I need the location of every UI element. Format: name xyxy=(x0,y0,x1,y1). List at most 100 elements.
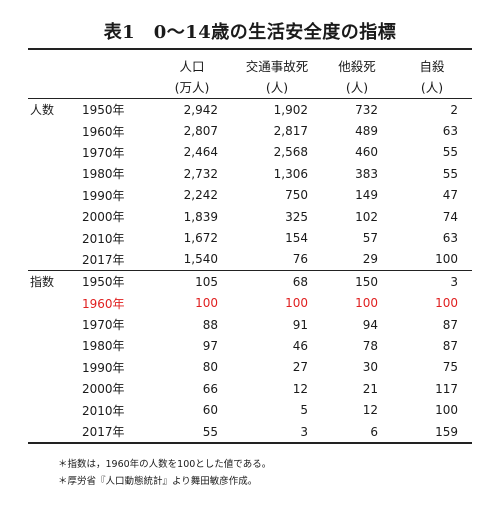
section-label xyxy=(28,120,72,141)
suicide-cell: 117 xyxy=(435,381,458,396)
table-row: 1980年 2,732 1,306 383 55 xyxy=(28,163,472,184)
section-label xyxy=(28,142,72,163)
traffic-deaths-cell: 3 xyxy=(232,420,322,445)
section-label xyxy=(28,249,72,271)
suicide-cell: 87 xyxy=(442,317,458,332)
homicide-deaths-cell: 102 xyxy=(355,209,378,224)
footnotes: ＊指数は，1960年の人数を100とした値である。 ＊厚労省『人口動態統計』より… xyxy=(58,456,271,490)
section-label xyxy=(28,227,72,248)
population-cell: 105 xyxy=(152,270,232,293)
homicide-deaths-cell: 732 xyxy=(355,102,378,117)
header-population-unit: (万人) xyxy=(152,76,232,99)
population-cell: 80 xyxy=(202,360,218,375)
homicide-deaths-cell: 489 xyxy=(355,124,378,139)
suicide-cell: 100 xyxy=(435,403,458,418)
traffic-deaths-cell: 46 xyxy=(292,338,308,353)
header-population: 人口 xyxy=(152,48,232,76)
header-suicide-unit: (人) xyxy=(392,76,472,99)
population-cell: 2,464 xyxy=(183,145,218,160)
population-cell: 1,672 xyxy=(183,231,218,246)
header-empty xyxy=(28,48,72,76)
homicide-deaths-cell: 149 xyxy=(355,188,378,203)
population-cell: 97 xyxy=(202,338,218,353)
section-label xyxy=(28,314,72,335)
year-cell: 1960年 xyxy=(82,296,125,311)
year-cell: 2010年 xyxy=(82,403,125,418)
homicide-deaths-cell: 94 xyxy=(362,317,378,332)
suicide-cell: 159 xyxy=(392,420,472,445)
section-label: 指数 xyxy=(28,270,72,293)
traffic-deaths-cell: 100 xyxy=(285,296,308,311)
table-row: 1970年 2,464 2,568 460 55 xyxy=(28,142,472,163)
table-row: 2017年 1,540 76 29 100 xyxy=(28,249,472,271)
homicide-deaths-cell: 30 xyxy=(362,360,378,375)
homicide-deaths-cell: 383 xyxy=(355,166,378,181)
count-block: 人数 1950年 2,942 1,902 732 2 1960年 2,807 2,817 489 6… xyxy=(28,99,472,271)
section-label xyxy=(28,206,72,227)
suicide-cell: 63 xyxy=(442,124,458,139)
traffic-deaths-cell: 76 xyxy=(292,252,308,267)
table-row: 1960年 100 100 100 100 xyxy=(28,293,472,314)
homicide-deaths-cell: 150 xyxy=(322,270,392,293)
table-row: 指数 1950年 105 68 150 3 xyxy=(28,270,472,293)
suicide-cell: 55 xyxy=(442,145,458,160)
section-label xyxy=(28,185,72,206)
table-row: 2010年 1,672 154 57 63 xyxy=(28,227,472,248)
traffic-deaths-cell: 27 xyxy=(292,360,308,375)
homicide-deaths-cell: 21 xyxy=(362,381,378,396)
homicide-deaths-cell: 100 xyxy=(355,296,378,311)
table-title: 表1 0〜14歳の生活安全度の指標 xyxy=(103,22,397,43)
table-row: 2000年 66 12 21 117 xyxy=(28,378,472,399)
section-label xyxy=(28,335,72,356)
traffic-deaths-cell: 5 xyxy=(300,403,308,418)
section-label xyxy=(28,378,72,399)
traffic-deaths-cell: 1,306 xyxy=(273,166,308,181)
population-cell: 60 xyxy=(202,403,218,418)
population-cell: 2,942 xyxy=(183,102,218,117)
population-cell: 55 xyxy=(152,420,232,445)
suicide-cell: 2 xyxy=(450,102,458,117)
year-cell: 1950年 xyxy=(72,270,152,293)
population-cell: 88 xyxy=(202,317,218,332)
section-label xyxy=(28,399,72,420)
header-suicide: 自殺 xyxy=(392,48,472,76)
safety-index-table: 人口 交通事故死 他殺死 自殺 (万人) (人) (人) (人) 人数 1950年… xyxy=(28,48,472,445)
suicide-cell: 87 xyxy=(442,338,458,353)
traffic-deaths-cell: 91 xyxy=(292,317,308,332)
section-label xyxy=(28,420,72,445)
table-row: 1970年 88 91 94 87 xyxy=(28,314,472,335)
year-cell: 1950年 xyxy=(82,103,125,118)
header-traffic-deaths: 交通事故死 xyxy=(232,48,322,76)
header-row-2: (万人) (人) (人) (人) xyxy=(28,76,472,99)
traffic-deaths-cell: 12 xyxy=(292,381,308,396)
footnote: ＊指数は，1960年の人数を100とした値である。 xyxy=(58,459,272,470)
year-cell: 2017年 xyxy=(82,252,125,267)
year-cell: 1960年 xyxy=(82,124,125,139)
suicide-cell: 47 xyxy=(442,188,458,203)
suicide-cell: 100 xyxy=(435,252,458,267)
index-block: 指数 1950年 105 68 150 3 1960年 100 100 100 100 1970年 88… xyxy=(28,270,472,445)
suicide-cell: 55 xyxy=(442,166,458,181)
table-row: 1990年 80 27 30 75 xyxy=(28,357,472,378)
year-cell: 1970年 xyxy=(82,318,125,333)
table-row: 2000年 1,839 325 102 74 xyxy=(28,206,472,227)
traffic-deaths-cell: 2,568 xyxy=(273,145,308,160)
homicide-deaths-cell: 78 xyxy=(362,338,378,353)
section-label xyxy=(28,163,72,184)
traffic-deaths-cell: 1,902 xyxy=(273,102,308,117)
traffic-deaths-cell: 325 xyxy=(285,209,308,224)
traffic-deaths-cell: 750 xyxy=(285,188,308,203)
footnote: ＊厚労省『人口動態統計』より舞田敏彦作成。 xyxy=(58,476,258,487)
population-cell: 2,807 xyxy=(183,124,218,139)
year-cell: 2000年 xyxy=(82,382,125,397)
homicide-deaths-cell: 57 xyxy=(362,231,378,246)
section-label xyxy=(28,357,72,378)
year-cell: 2010年 xyxy=(82,231,125,246)
homicide-deaths-cell: 29 xyxy=(362,252,378,267)
year-cell: 1970年 xyxy=(82,145,125,160)
population-cell: 2,242 xyxy=(183,188,218,203)
homicide-deaths-cell: 6 xyxy=(322,420,392,445)
population-cell: 1,540 xyxy=(183,252,218,267)
header-row-1: 人口 交通事故死 他殺死 自殺 xyxy=(28,48,472,76)
